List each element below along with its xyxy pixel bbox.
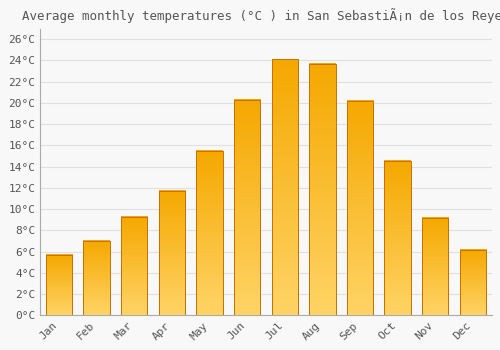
Bar: [272, 60, 298, 315]
Bar: [234, 100, 260, 315]
Bar: [347, 101, 373, 315]
Bar: [84, 241, 110, 315]
Title: Average monthly temperatures (°C ) in San SebastiÃ¡n de los Reyes: Average monthly temperatures (°C ) in Sa…: [22, 8, 500, 23]
Bar: [196, 151, 222, 315]
Bar: [422, 218, 448, 315]
Bar: [46, 255, 72, 315]
Bar: [460, 250, 486, 315]
Bar: [384, 161, 411, 315]
Bar: [158, 191, 185, 315]
Bar: [121, 217, 148, 315]
Bar: [309, 64, 336, 315]
